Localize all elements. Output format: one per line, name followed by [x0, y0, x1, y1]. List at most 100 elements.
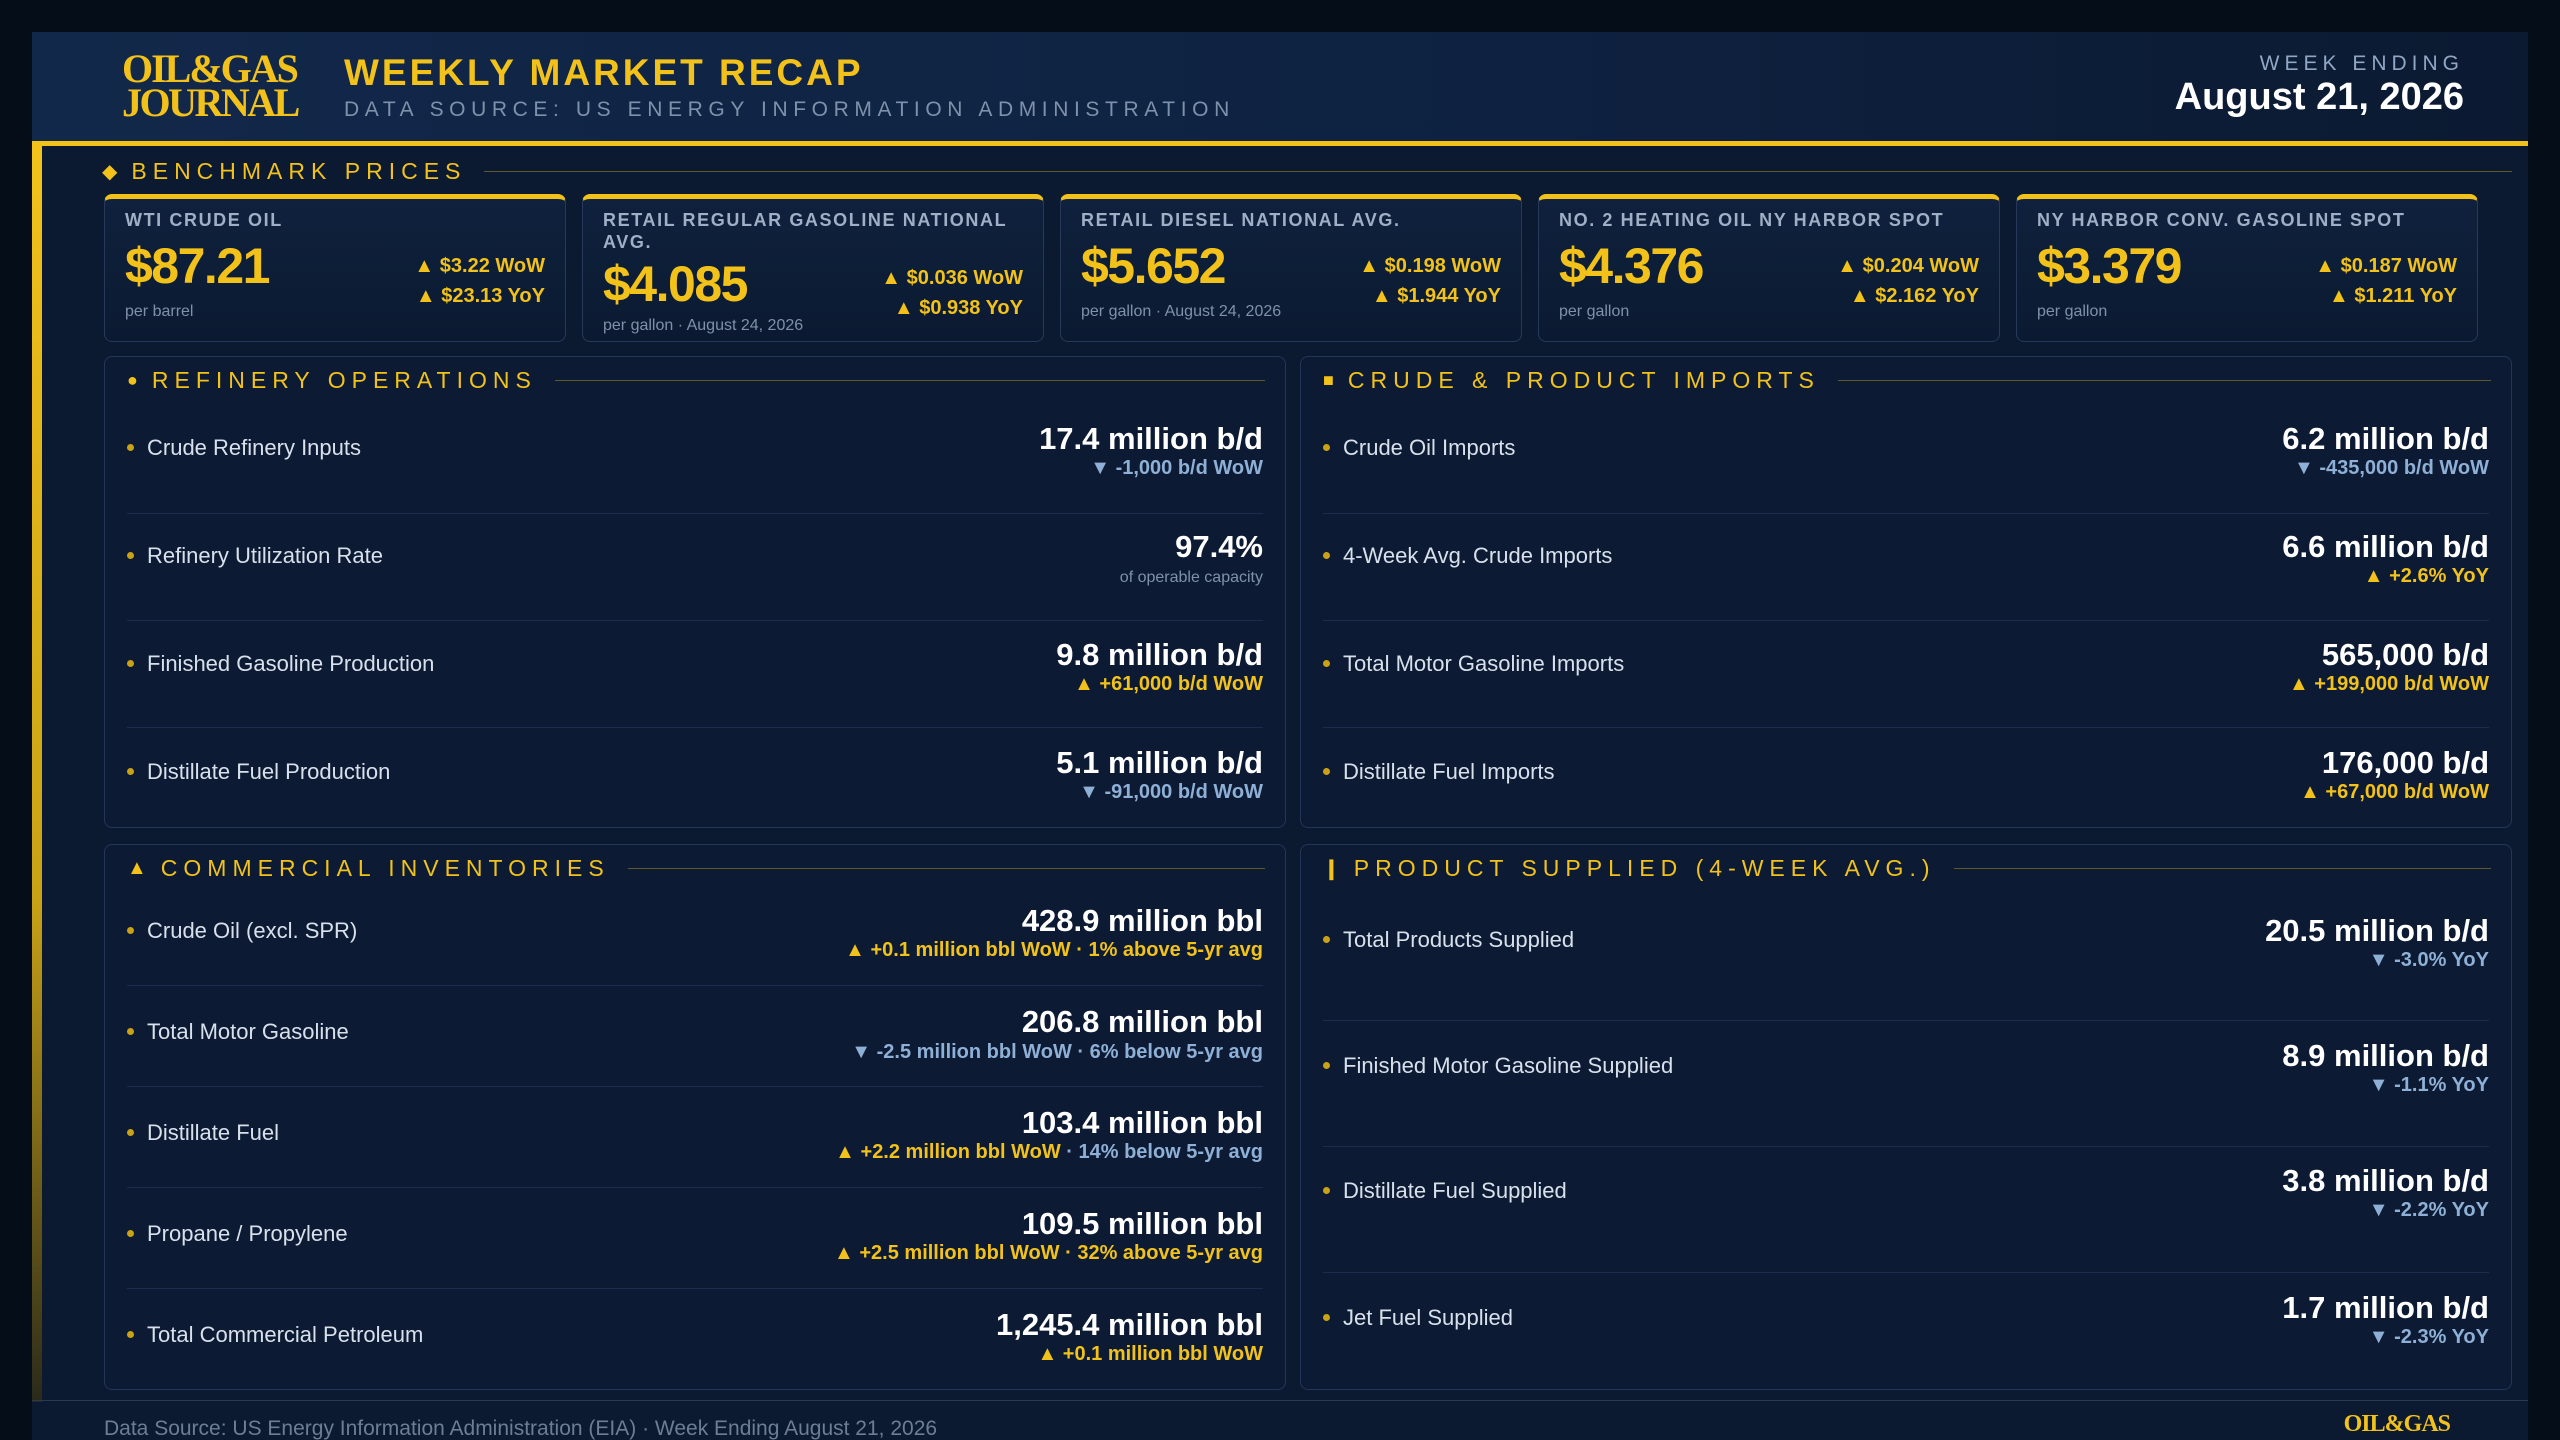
list-item: Distillate Fuel Imports 176,000 b/d ▲ +6… — [1323, 728, 2489, 824]
metric-label: Total Motor Gasoline — [147, 1019, 349, 1044]
accent-bar — [32, 146, 42, 1402]
metric-vs-5yr: · 6% below 5-yr avg — [1071, 1041, 1263, 1063]
metric-label: Crude Oil Imports — [1343, 435, 1516, 460]
bullet-icon — [1323, 768, 1330, 775]
product-supplied-panel: ❙ PRODUCT SUPPLIED (4-WEEK AVG.) Total P… — [1300, 844, 2512, 1390]
card-title: RETAIL REGULAR GASOLINE NATIONAL AVG. — [603, 210, 1007, 252]
card-wow-change: ▲ $0.198 WoW — [1359, 255, 1501, 277]
imports-panel: ■ CRUDE & PRODUCT IMPORTS Crude Oil Impo… — [1300, 356, 2512, 828]
bullet-icon — [127, 1129, 134, 1136]
metric-change: ▼ -435,000 b/d WoW — [2293, 457, 2489, 479]
list-item: Refinery Utilization Rate 97.4% of opera… — [127, 514, 1263, 621]
circle-icon: ● — [127, 370, 138, 390]
divider — [627, 868, 1265, 869]
card-title: NY HARBOR CONV. GASOLINE SPOT — [2037, 210, 2406, 230]
page-subtitle: DATA SOURCE: US ENERGY INFORMATION ADMIN… — [344, 98, 1235, 121]
card-unit: per gallon — [2037, 303, 2108, 320]
metric-label: Distillate Fuel Imports — [1343, 759, 1555, 784]
price-card-wti: WTI CRUDE OIL $87.21 per barrel ▲ $3.22 … — [104, 194, 566, 342]
card-yoy-change: ▲ $23.13 YoY — [415, 285, 545, 307]
list-item: 4-Week Avg. Crude Imports 6.6 million b/… — [1323, 514, 2489, 621]
bar-icon: ❙ — [1323, 858, 1340, 880]
list-item: Total Products Supplied 20.5 million b/d… — [1323, 895, 2489, 1021]
card-price: $3.379 — [2037, 238, 2182, 294]
list-item: Finished Motor Gasoline Supplied 8.9 mil… — [1323, 1021, 2489, 1147]
commercial-inventories-panel: ▲ COMMERCIAL INVENTORIES Crude Oil (excl… — [104, 844, 1286, 1390]
metric-change: ▲ +61,000 b/d WoW — [1074, 673, 1263, 695]
card-yoy-change: ▲ $1.211 YoY — [2328, 285, 2457, 307]
metric-value: 109.5 million bbl — [1021, 1206, 1263, 1241]
week-ending-date: August 21, 2026 — [2174, 76, 2464, 118]
list-item: Distillate Fuel Production 5.1 million b… — [127, 728, 1263, 824]
metric-value: 6.6 million b/d — [2282, 529, 2489, 564]
metric-wow-change: ▼ -2.5 million bbl WoW — [851, 1041, 1072, 1063]
metric-wow-change: ▲ +2.2 million bbl WoW — [835, 1141, 1061, 1163]
refinery-section-title: REFINERY OPERATIONS — [151, 367, 537, 393]
metric-value: 97.4% — [1175, 529, 1263, 564]
metric-vs-5yr: · 1% above 5-yr avg — [1070, 939, 1263, 961]
footer-source-text: Data Source: US Energy Information Admin… — [104, 1417, 938, 1440]
card-price: $4.376 — [1559, 238, 1704, 294]
bullet-icon — [1323, 1314, 1330, 1321]
metric-label: Finished Gasoline Production — [147, 651, 435, 676]
metric-change: ▼ -1.1% YoY — [2368, 1074, 2489, 1096]
list-item: Total Motor Gasoline 206.8 million bbl ▼… — [127, 986, 1263, 1087]
metric-vs-5yr: · 14% below 5-yr avg — [1060, 1141, 1263, 1163]
refinery-section-header: ● REFINERY OPERATIONS — [127, 367, 1265, 394]
price-card-retail-diesel: RETAIL DIESEL NATIONAL AVG. $5.652 per g… — [1060, 194, 1522, 342]
benchmark-section-header: ◆ BENCHMARK PRICES — [102, 158, 2512, 185]
metric-change: ▲ +67,000 b/d WoW — [2300, 781, 2489, 803]
metric-label: Crude Refinery Inputs — [147, 435, 361, 460]
header: OIL&GAS JOURNAL WEEKLY MARKET RECAP DATA… — [32, 32, 2528, 146]
metric-label: 4-Week Avg. Crude Imports — [1343, 543, 1613, 568]
metric-change: ▲ +0.1 million bbl WoW — [1037, 1343, 1263, 1366]
metric-label: Total Commercial Petroleum — [147, 1322, 424, 1347]
imports-section-title: CRUDE & PRODUCT IMPORTS — [1347, 367, 1820, 393]
card-title: RETAIL DIESEL NATIONAL AVG. — [1081, 210, 1401, 230]
metric-value: 5.1 million b/d — [1056, 745, 1263, 780]
metric-label: Finished Motor Gasoline Supplied — [1343, 1053, 1674, 1078]
metric-change: ▼ -2.5 million bbl WoW · 6% below 5-yr a… — [851, 1041, 1263, 1064]
metric-value: 9.8 million b/d — [1056, 637, 1263, 672]
supplied-section-title: PRODUCT SUPPLIED (4-WEEK AVG.) — [1353, 855, 1936, 881]
supplied-section-header: ❙ PRODUCT SUPPLIED (4-WEEK AVG.) — [1323, 855, 2491, 882]
metric-change: ▲ +199,000 b/d WoW — [2288, 673, 2489, 695]
bullet-icon — [1323, 552, 1330, 559]
metric-value: 1.7 million b/d — [2282, 1290, 2489, 1325]
card-unit: per gallon · August 24, 2026 — [603, 317, 804, 334]
metric-value: 103.4 million bbl — [1021, 1105, 1263, 1140]
triangle-icon: ▲ — [127, 857, 147, 879]
divider — [1953, 868, 2491, 869]
bullet-icon — [1323, 444, 1330, 451]
bullet-icon — [127, 1230, 134, 1237]
logo-line-2: JOURNAL — [122, 80, 300, 125]
card-price: $5.652 — [1081, 238, 1226, 294]
bullet-icon — [127, 927, 134, 934]
logo-line-1: OIL&GAS — [122, 46, 299, 91]
metric-label: Propane / Propylene — [147, 1221, 348, 1246]
price-card-ny-harbor-gasoline: NY HARBOR CONV. GASOLINE SPOT $3.379 per… — [2016, 194, 2478, 342]
metric-value: 565,000 b/d — [2321, 637, 2489, 672]
metric-value: 176,000 b/d — [2321, 745, 2489, 780]
card-title: NO. 2 HEATING OIL NY HARBOR SPOT — [1559, 210, 1945, 230]
recap-frame: OIL&GAS JOURNAL WEEKLY MARKET RECAP DATA… — [32, 32, 2528, 1440]
divider — [554, 380, 1265, 381]
price-card-heating-oil: NO. 2 HEATING OIL NY HARBOR SPOT $4.376 … — [1538, 194, 2000, 342]
diamond-icon: ◆ — [102, 161, 118, 183]
bullet-icon — [127, 1028, 134, 1035]
divider — [1837, 380, 2491, 381]
card-wow-change: ▲ $0.036 WoW — [881, 267, 1023, 289]
metric-value: 206.8 million bbl — [1021, 1004, 1263, 1039]
list-item: Propane / Propylene 109.5 million bbl ▲ … — [127, 1188, 1263, 1289]
metric-change: ▲ +0.1 million bbl WoW · 1% above 5-yr a… — [845, 939, 1263, 962]
metric-label: Total Motor Gasoline Imports — [1343, 651, 1625, 676]
metric-value: 1,245.4 million bbl — [995, 1307, 1263, 1342]
metric-change: ▲ +2.6% YoY — [2363, 565, 2489, 587]
metric-change: ▼ -2.2% YoY — [2368, 1199, 2489, 1221]
bullet-icon — [127, 444, 134, 451]
list-item: Crude Refinery Inputs 17.4 million b/d ▼… — [127, 407, 1263, 514]
week-ending-label: WEEK ENDING — [2259, 52, 2464, 75]
divider — [484, 171, 2512, 172]
card-price: $87.21 — [125, 238, 270, 294]
list-item: Distillate Fuel Supplied 3.8 million b/d… — [1323, 1147, 2489, 1273]
